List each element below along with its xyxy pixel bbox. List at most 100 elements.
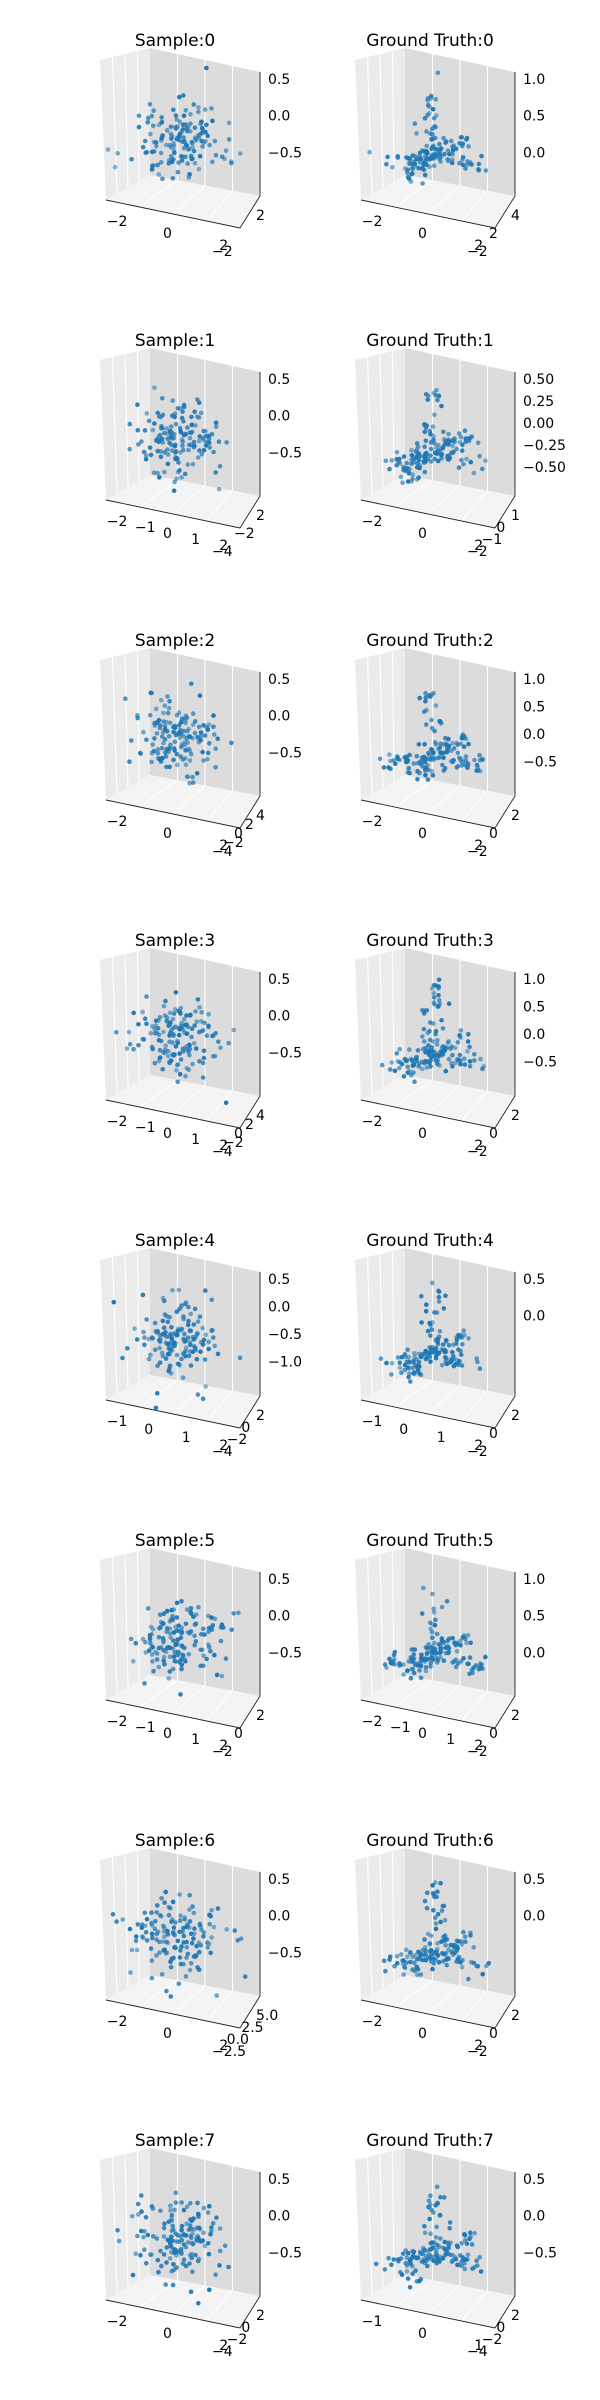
scatter-point (212, 138, 218, 144)
scatter-point (178, 2247, 184, 2252)
scatter-point (226, 2264, 231, 2270)
x-tick-label: 1 (474, 2338, 483, 2354)
scatter-point (430, 1344, 435, 1350)
scatter-point (420, 1046, 426, 1052)
scatter-point (435, 1911, 441, 1917)
scatter-point (237, 1355, 243, 1361)
scatter-point (200, 1075, 206, 1080)
scatter-points (115, 2190, 231, 2306)
scatter-point (151, 149, 157, 154)
scatter-point (169, 448, 175, 453)
scatter-point (441, 1306, 447, 1311)
x-tick-label: 0 (418, 2026, 427, 2042)
scatter-point (211, 713, 216, 718)
scatter-point (433, 97, 439, 102)
scatter-point (458, 1643, 463, 1648)
grid-line (139, 1679, 178, 1708)
scatter-point (137, 750, 143, 756)
scatter-point (430, 1039, 436, 1044)
scatter-point (136, 113, 142, 119)
scatter-point (437, 754, 442, 760)
scatter-point (168, 1994, 174, 1999)
grid-line (172, 1985, 206, 2015)
y-tick-label: −2 (467, 1144, 488, 1160)
scatter-point (430, 1635, 435, 1640)
scatter-point (181, 113, 187, 119)
scatter-point (150, 427, 156, 433)
scatter-point (189, 1034, 194, 1040)
scatter-point (167, 1351, 172, 1357)
scatter-point (203, 1332, 208, 1338)
scatter-point (426, 2255, 431, 2260)
z-tick-label: 0.0 (523, 2209, 545, 2225)
scatter-point (176, 460, 181, 465)
scatter-point (237, 151, 243, 156)
scatter-point (190, 461, 196, 467)
grid-line (206, 1090, 233, 1122)
scatter-point (191, 1931, 197, 1936)
scatter-point (183, 713, 189, 719)
scatter-point (157, 1339, 163, 1345)
scatter-point (201, 1055, 207, 1061)
grid-line (394, 1679, 433, 1708)
scatter-point (423, 695, 429, 700)
scatter-point (200, 1325, 205, 1331)
scatter-point (420, 165, 425, 171)
scatter-point (415, 760, 421, 766)
z-tick-label: 0.5 (268, 972, 290, 988)
scatter-point (403, 759, 409, 765)
scatter-point (216, 486, 222, 492)
scatter-point (439, 1017, 444, 1023)
scatter-point (192, 1926, 197, 1931)
scatter-point (433, 1028, 439, 1034)
scatter-point (151, 2234, 156, 2239)
scatter-point (455, 750, 461, 756)
scatter-point (175, 1062, 181, 1067)
scatter-point (197, 1005, 202, 1010)
scatter-point (443, 1942, 448, 1948)
scatter-point (431, 1961, 437, 1966)
y-tick-label: 2 (489, 226, 498, 242)
scatter-point (198, 733, 204, 739)
scatter-point (201, 1626, 206, 1632)
scatter-point (178, 2233, 184, 2239)
z-tick-label: 1.0 (523, 1572, 545, 1588)
scatter-point (164, 1988, 169, 1994)
scatter-point (127, 446, 132, 452)
scatter-point (399, 1354, 405, 1360)
scatter-point (166, 1912, 172, 1918)
x-tick-label: 2 (474, 2038, 483, 2054)
grid-line (366, 956, 373, 1094)
scatter-point (201, 2230, 206, 2236)
scatter-point (425, 767, 431, 773)
scatter-point (478, 1056, 483, 1062)
scatter-point (179, 2223, 185, 2229)
scatter-point (193, 1639, 199, 1644)
scatter-point (464, 2241, 470, 2246)
scatter-point (161, 710, 166, 716)
scatter-point (190, 1061, 195, 1067)
scatter-point (201, 1048, 207, 1054)
scatter-point (193, 2252, 198, 2258)
scatter-point (169, 2268, 175, 2274)
scatter-point (428, 440, 434, 445)
scatter-point (401, 468, 406, 473)
scatter-point (127, 1041, 133, 1047)
scatter-point (135, 715, 140, 721)
subplot-8: Sample:40.50.0−0.5−1.0−1 0 1 220−2−4 (100, 1231, 302, 1460)
scatter-point (195, 1319, 201, 1324)
scatter-point (467, 1059, 473, 1064)
scatter-point (410, 2271, 416, 2276)
scatter-point (156, 1664, 162, 1670)
scatter-point (164, 719, 169, 725)
scatter-point (151, 139, 157, 145)
scatter-point (149, 1910, 154, 1915)
scatter-points (110, 1889, 248, 1999)
scatter-point (114, 1029, 119, 1035)
scatter-point (196, 2300, 201, 2306)
scatter-point (183, 1301, 188, 1307)
axis-edges (360, 1272, 516, 1429)
scatter-point (189, 2235, 194, 2240)
scatter-point (397, 1365, 403, 1370)
z-tick-label: 0.50 (523, 372, 554, 388)
